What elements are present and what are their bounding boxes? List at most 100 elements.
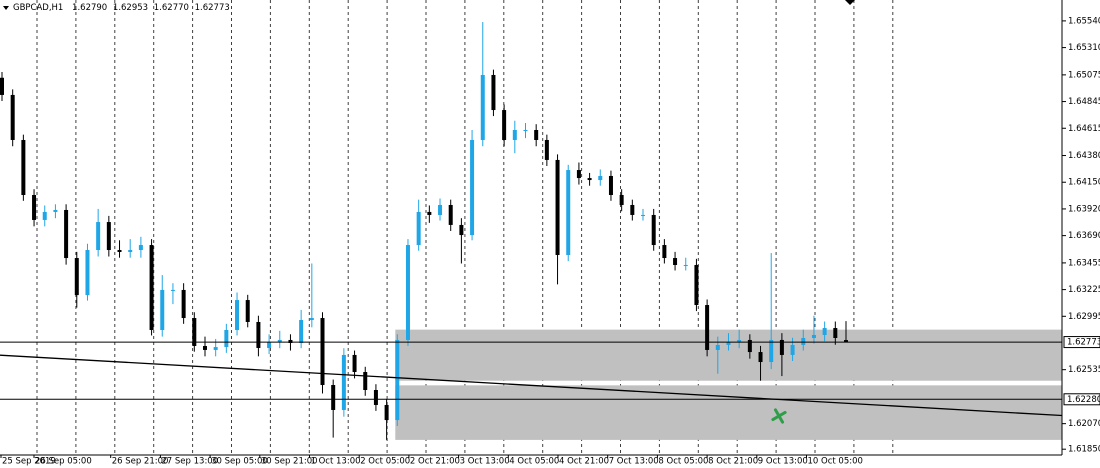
candle-body <box>181 289 186 319</box>
candle-body <box>662 245 667 259</box>
candle-body <box>630 204 635 215</box>
x-tick-label: 2 Oct 21:00 <box>410 457 460 467</box>
candle-body <box>651 214 656 246</box>
candle-body <box>53 209 58 212</box>
candle-body <box>523 130 528 131</box>
candle-body <box>363 372 368 390</box>
menu-triangle[interactable] <box>3 6 9 10</box>
candle-body <box>833 328 838 338</box>
x-tick-label: 26 Sep 21:00 <box>112 457 169 467</box>
price-box <box>1063 336 1100 349</box>
candle-body <box>790 344 795 355</box>
candle-body <box>202 346 207 350</box>
y-tick-label: 1.63455 <box>1068 258 1100 268</box>
candle-body <box>758 352 763 363</box>
candle-body <box>373 390 378 405</box>
candle-body <box>608 175 613 195</box>
x-tick-label: 7 Oct 13:00 <box>609 457 659 467</box>
candle-body <box>427 211 432 215</box>
chart-header: GBPCAD,H1 1.62790 1.62953 1.62770 1.6277… <box>13 3 230 13</box>
chart-title: GBPCAD,H1 <box>13 3 63 13</box>
header-low: 1.62770 <box>154 3 189 13</box>
candle-body <box>213 347 218 350</box>
candle-body <box>352 354 357 373</box>
candle-body <box>416 211 421 246</box>
candle-body <box>683 264 688 266</box>
candle-body <box>480 74 485 140</box>
zone <box>395 385 1062 440</box>
candle-body <box>705 305 710 350</box>
candle-body <box>384 404 389 421</box>
candle-body <box>138 245 143 251</box>
candle-body <box>96 222 101 251</box>
candle-body <box>459 224 464 236</box>
candle-body <box>576 170 581 179</box>
candle-body <box>715 344 720 350</box>
candle-body <box>844 340 848 343</box>
candle-body <box>726 341 731 345</box>
candle-body <box>149 245 154 330</box>
candle-body <box>331 385 336 410</box>
candle-body <box>811 334 816 338</box>
candle-body <box>10 94 15 140</box>
candle-body <box>641 214 646 216</box>
x-tick-label: 4 Oct 21:00 <box>559 457 609 467</box>
candle-body <box>587 178 592 181</box>
shift-marker <box>845 0 855 5</box>
x-tick-label: 8 Oct 21:00 <box>708 457 758 467</box>
header-high: 1.62953 <box>113 3 148 13</box>
candle-body <box>256 321 261 348</box>
candle-body <box>341 354 346 410</box>
candle-body <box>309 318 314 321</box>
lines-layer <box>0 341 1063 417</box>
x-tick-label: 27 Sep 13:00 <box>161 457 218 467</box>
y-tick-label: 1.62070 <box>1068 419 1100 429</box>
candle-body <box>160 289 165 330</box>
candle-body <box>448 204 453 225</box>
candle-body <box>74 258 79 296</box>
candle-body <box>117 250 122 252</box>
price-label: 1.62280 <box>1067 395 1100 405</box>
zones-layer <box>395 329 1062 440</box>
x-tick-label: 26 Sep 05:00 <box>35 457 92 467</box>
candle-body <box>267 341 272 348</box>
y-tick-label: 1.63690 <box>1068 231 1100 241</box>
candle-body <box>747 339 752 353</box>
x-tick-label: 8 Oct 05:00 <box>658 457 708 467</box>
y-tick-label: 1.63920 <box>1068 204 1100 214</box>
candle-body <box>320 318 325 386</box>
candle-body <box>694 264 699 306</box>
x-tick-label: 3 Oct 13:00 <box>460 457 510 467</box>
candle-body <box>405 245 410 340</box>
price-box <box>1063 393 1100 406</box>
candle-body <box>438 204 443 215</box>
candle-body <box>245 300 250 322</box>
candle-body <box>512 130 517 140</box>
candle-body <box>106 222 111 251</box>
x-tick-label: 4 Oct 05:00 <box>509 457 559 467</box>
x-tick-label: 30 Sep 21:00 <box>261 457 318 467</box>
y-tick-label: 1.62995 <box>1068 312 1100 322</box>
x-tick-label: 1 Oct 13:00 <box>311 457 361 467</box>
candle-body <box>32 195 37 220</box>
candle-body <box>192 318 197 347</box>
header-close: 1.62773 <box>195 3 230 13</box>
x-tick-label: 2 Oct 05:00 <box>360 457 410 467</box>
candle-body <box>0 77 4 95</box>
candle-body <box>42 211 47 220</box>
candle-body <box>64 209 69 259</box>
price-label: 1.62773 <box>1067 338 1100 348</box>
y-tick-label: 1.62535 <box>1068 365 1100 375</box>
x-tick-label: 25 Sep 2019 <box>2 457 56 467</box>
x-tick-label: 10 Oct 05:00 <box>808 457 863 467</box>
candle-body <box>598 175 603 181</box>
candle-body <box>555 159 560 256</box>
x-stroke <box>771 410 787 422</box>
candle-body <box>737 339 742 342</box>
candle-body <box>235 300 240 330</box>
candle-body <box>491 74 496 111</box>
trend-line <box>0 354 1063 417</box>
